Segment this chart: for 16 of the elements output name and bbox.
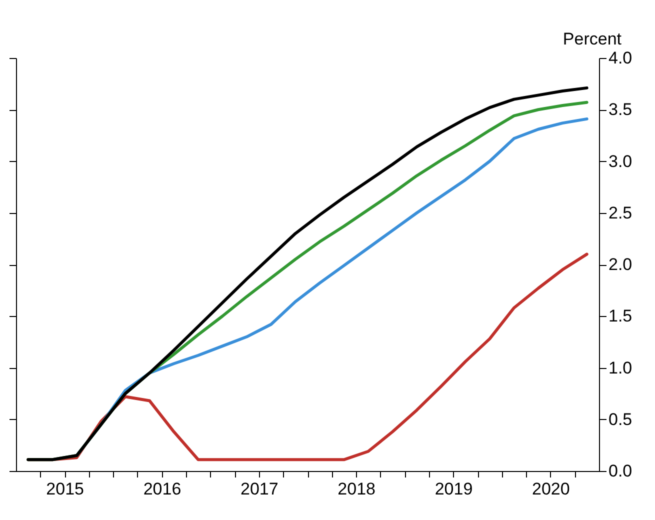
y-tick-label: 4.0 [608,48,632,68]
x-tick-label: 2016 [143,480,182,498]
y-tick-label: 1.5 [608,306,632,326]
y-axis-title: Percent [562,30,622,48]
x-tick-label: 2020 [532,480,570,498]
y-tick-label: 3.5 [608,100,632,120]
x-tick-label: 2017 [240,480,278,498]
y-tick-label: 3.0 [608,152,632,171]
y-tick-label: 0.0 [608,462,632,480]
x-tick-label: 2015 [46,480,84,498]
y-tick-label: 2.5 [608,203,632,222]
x-tick-label: 2019 [434,480,473,498]
y-tick-label: 1.0 [608,358,632,378]
y-tick-label: 0.5 [608,410,632,429]
x-tick-label: 2018 [338,480,376,498]
y-tick-label: 2.0 [608,255,632,274]
